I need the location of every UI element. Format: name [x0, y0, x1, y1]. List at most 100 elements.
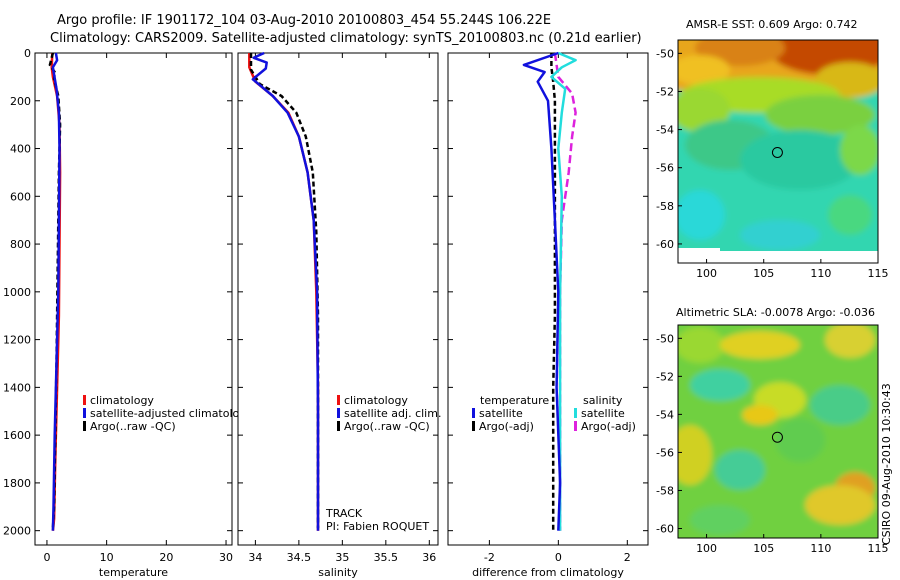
difference-plot-frame	[447, 52, 649, 546]
salinity-x-axis-label: salinity	[318, 566, 358, 579]
temperature-profile-chart: 0 10 20 30 0 200 400 600 800 1000 1200 1400 1600 1800…	[3, 47, 240, 579]
salinity-legend-satellite-swatch	[337, 408, 340, 418]
temperature-y-tick-label: 1600	[3, 429, 31, 442]
salinity-profile-chart: 34 34.5 35 35.5 36 salinity climatologysatelli…	[237, 51, 441, 579]
temperature-legend-argo-swatch	[83, 421, 86, 431]
sst-map-frame	[677, 39, 879, 264]
sst-y-tick-label: -54	[656, 124, 674, 137]
salinity-series-line	[251, 51, 320, 531]
temperature-x-tick-label: 30	[219, 551, 233, 564]
difference-legend-temperature-argo-swatch	[472, 421, 475, 431]
sst-y-tick-label: -58	[656, 200, 674, 213]
salinity-legend-argo-label: Argo(..raw -QC)	[344, 420, 430, 433]
temperature-x-tick-label: 20	[159, 551, 173, 564]
sla-y-tick-label: -50	[656, 332, 674, 345]
sst-y-tick-label: -52	[656, 85, 674, 98]
sst-argo-position-marker	[771, 146, 783, 158]
difference-series-line	[522, 51, 562, 531]
sla-map-axes: 100 105 110 115 -50 -52 -54 -56 -58 -60	[656, 324, 889, 555]
salinity-series-line	[249, 53, 320, 529]
sla-y-tick-label: -56	[656, 446, 674, 459]
sla-heatmap	[678, 325, 878, 538]
sst-y-tick-label: -50	[656, 47, 674, 60]
difference-x-tick-label: 0	[555, 551, 562, 564]
temperature-y-tick-label: 1800	[3, 477, 31, 490]
temperature-x-axis-label: temperature	[99, 566, 168, 579]
difference-x-tick-label: 2	[624, 551, 631, 564]
salinity-legend-climatology-label: climatology	[344, 394, 408, 407]
temperature-legend-climatology-label: climatology	[90, 394, 154, 407]
difference-legend-salinity-argo-label: Argo(-adj)	[581, 420, 636, 433]
sst-missing-data-band	[720, 251, 878, 260]
sla-x-tick-label: 110	[810, 542, 831, 555]
sst-missing-data-patch	[678, 248, 720, 260]
pi-annotation: PI: Fabien ROQUET	[326, 520, 429, 533]
temperature-x-tick-label: 0	[43, 551, 50, 564]
temperature-y-tick-label: 1400	[3, 381, 31, 394]
salinity-x-tick-label: 35	[335, 551, 349, 564]
sla-y-tick-label: -52	[656, 370, 674, 383]
difference-x-tick-label: -2	[484, 551, 495, 564]
temperature-series-line	[51, 52, 61, 531]
sla-map-frame	[677, 324, 879, 539]
track-annotation: TRACK	[325, 507, 363, 520]
sst-x-tick-label: 115	[868, 267, 889, 280]
salinity-x-tick-label: 35.5	[374, 551, 399, 564]
temperature-legend-climatology-swatch	[83, 395, 86, 405]
salinity-plot-frame	[237, 52, 439, 546]
temperature-legend-satellite-swatch	[83, 408, 86, 418]
sst-x-tick-label: 110	[810, 267, 831, 280]
difference-legend-temperature-satellite-swatch	[472, 408, 475, 418]
sla-argo-position-marker	[771, 431, 783, 443]
sla-x-tick-label: 105	[753, 542, 774, 555]
sst-map-axes: 100 105 110 115 -50 -52 -54 -56 -58 -60	[656, 39, 889, 280]
sla-x-tick-label: 100	[696, 542, 717, 555]
temperature-y-tick-label: 600	[10, 190, 31, 203]
sla-y-tick-label: -60	[656, 522, 674, 535]
difference-legend-salinity-satellite-swatch	[574, 408, 577, 418]
temperature-y-tick-label: 0	[24, 47, 31, 60]
difference-legend-salinity-argo-swatch	[574, 421, 577, 431]
sst-y-tick-label: -56	[656, 162, 674, 175]
figure-title-line-2: Climatology: CARS2009. Satellite-adjuste…	[50, 31, 642, 46]
temperature-plot-frame	[34, 52, 233, 546]
temperature-y-tick-label: 1200	[3, 334, 31, 347]
salinity-x-tick-label: 34.5	[287, 551, 312, 564]
figure-title-line-1: Argo profile: IF 1901172_104 03-Aug-2010…	[57, 13, 551, 28]
sst-y-tick-label: -60	[656, 238, 674, 251]
sla-x-tick-label: 115	[868, 542, 889, 555]
difference-legend-temperature-header: temperature	[480, 394, 549, 407]
difference-legend-temperature-argo-label: Argo(-adj)	[479, 420, 534, 433]
salinity-legend-argo-swatch	[337, 421, 340, 431]
temperature-legend-argo-label: Argo(..raw -QC)	[90, 420, 176, 433]
sst-map-title: AMSR-E SST: 0.609 Argo: 0.742	[686, 18, 858, 31]
salinity-x-tick-label: 34	[248, 551, 262, 564]
difference-x-axis-label: difference from climatology	[472, 566, 624, 579]
salinity-x-tick-label: 36	[422, 551, 436, 564]
temperature-legend-satellite-label: satellite-adjusted climatolo	[90, 407, 240, 420]
difference-legend-salinity-header: salinity	[583, 394, 623, 407]
csiro-side-label: CSIRO 09-Aug-2010 10:30:43	[880, 383, 893, 545]
difference-legend-salinity-satellite-label: satellite	[581, 407, 625, 420]
temperature-y-tick-label: 200	[10, 95, 31, 108]
difference-legend-temperature-satellite-label: satellite	[479, 407, 523, 420]
sst-heatmap	[678, 40, 878, 260]
sst-map-panel: AMSR-E SST: 0.609 Argo: 0.742	[656, 18, 889, 280]
sst-x-tick-label: 105	[753, 267, 774, 280]
salinity-legend-satellite-label: satellite adj. clim.	[344, 407, 441, 420]
sla-map-title: Altimetric SLA: -0.0078 Argo: -0.036	[676, 306, 875, 319]
temperature-y-tick-label: 1000	[3, 286, 31, 299]
temperature-y-tick-label: 400	[10, 143, 31, 156]
sla-y-tick-label: -54	[656, 408, 674, 421]
salinity-legend-climatology-swatch	[337, 395, 340, 405]
sla-map-panel: Altimetric SLA: -0.0078 Argo: -0.036 100…	[656, 306, 889, 555]
sla-y-tick-label: -58	[656, 484, 674, 497]
sst-x-tick-label: 100	[696, 267, 717, 280]
difference-series-line	[550, 51, 577, 531]
temperature-x-tick-label: 10	[100, 551, 114, 564]
temperature-y-tick-label: 2000	[3, 525, 31, 538]
temperature-y-tick-label: 800	[10, 238, 31, 251]
